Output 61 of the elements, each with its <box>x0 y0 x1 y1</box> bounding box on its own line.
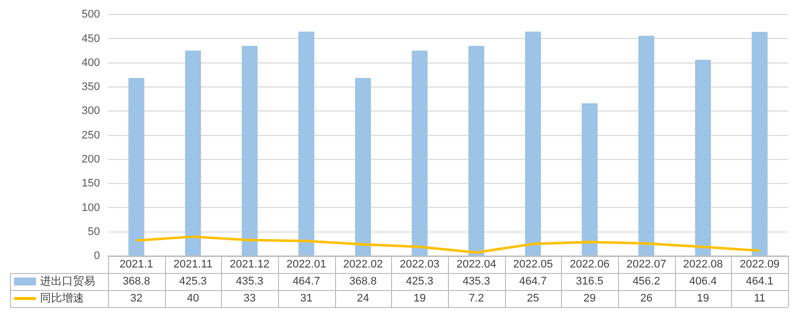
data-label: 464.7 <box>292 276 320 288</box>
x-tick-label: 2022.07 <box>626 258 666 271</box>
data-label: 406.4 <box>689 276 717 288</box>
x-tick-label: 2022.05 <box>513 258 553 271</box>
bar <box>355 78 371 256</box>
x-tick-label: 2022.03 <box>400 258 440 271</box>
bar <box>752 32 768 256</box>
y-tick-label: 350 <box>82 81 100 94</box>
bar <box>525 32 541 256</box>
x-tick-label: 2022.09 <box>740 258 780 271</box>
data-label: 456.2 <box>632 276 660 288</box>
x-tick-label: 2022.04 <box>456 258 496 271</box>
data-label: 368.8 <box>122 276 150 288</box>
x-tick-label: 2022.02 <box>343 258 383 271</box>
bar <box>638 36 654 256</box>
y-tick-label: 100 <box>82 202 100 214</box>
x-tick-label: 2022.08 <box>683 258 723 271</box>
bar <box>185 50 201 256</box>
x-tick-label: 2021.11 <box>174 258 212 271</box>
y-tick-label: 450 <box>82 32 100 45</box>
data-label: 464.7 <box>519 276 547 288</box>
data-label: 464.1 <box>746 276 774 288</box>
data-label: 40 <box>186 292 200 305</box>
data-label: 19 <box>696 292 710 305</box>
data-label: 11 <box>754 292 766 305</box>
data-label: 32 <box>130 292 142 305</box>
data-label: 368.8 <box>349 276 377 288</box>
y-tick-label: 300 <box>82 105 100 118</box>
y-tick-label: 200 <box>82 153 100 166</box>
y-tick-label: 150 <box>82 178 100 190</box>
y-tick-label: 0 <box>94 250 100 262</box>
x-tick-label: 2022.06 <box>570 258 610 271</box>
x-tick-label: 2021.12 <box>230 258 270 271</box>
x-tick-label: 2021.1 <box>120 258 154 271</box>
data-label: 425.3 <box>406 276 434 288</box>
y-tick-label: 400 <box>82 56 100 69</box>
data-label: 29 <box>584 292 596 305</box>
bar <box>128 78 144 256</box>
data-label: 26 <box>640 292 652 305</box>
data-label: 33 <box>244 292 256 305</box>
data-label: 435.3 <box>236 276 264 288</box>
x-tick-label: 2022.01 <box>286 258 326 271</box>
bar <box>412 50 428 256</box>
bar <box>298 32 314 256</box>
data-label: 316.5 <box>576 276 604 288</box>
data-label: 24 <box>356 292 370 305</box>
bar <box>468 46 484 256</box>
legend-label: 进出口贸易 <box>40 274 95 288</box>
y-tick-label: 250 <box>82 129 100 142</box>
data-label: 7.2 <box>468 292 484 305</box>
y-tick-label: 500 <box>82 8 100 21</box>
legend-label: 同比增速 <box>40 292 84 305</box>
bar <box>242 46 258 256</box>
data-label: 425.3 <box>179 276 207 288</box>
bar <box>695 60 711 256</box>
data-label: 25 <box>526 292 540 305</box>
bar <box>582 103 598 256</box>
y-tick-label: 50 <box>88 226 100 238</box>
data-label: 435.3 <box>462 276 490 288</box>
data-label: 19 <box>414 292 426 305</box>
data-label: 31 <box>300 292 312 305</box>
